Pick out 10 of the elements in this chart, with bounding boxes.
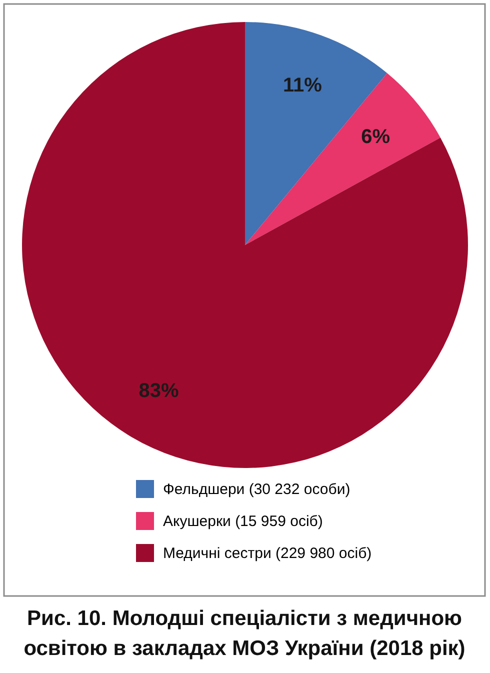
data-label: 11% <box>282 74 322 97</box>
pie-slice <box>245 22 388 245</box>
pie-slice <box>245 73 440 245</box>
pie-slice <box>22 22 468 468</box>
data-label: 6% <box>361 126 390 148</box>
legend-label: Фельдшери (30 232 особи) <box>163 481 350 498</box>
legend-label: Медичні сестри (229 980 осіб) <box>163 545 372 562</box>
data-label: 83% <box>138 380 179 402</box>
legend-label: Акушерки (15 959 осіб) <box>163 513 323 530</box>
text: Рис. 10. Молодші спеціалісти з медичною освітою в закладах МОЗ України (2018 рік) <box>24 607 466 660</box>
